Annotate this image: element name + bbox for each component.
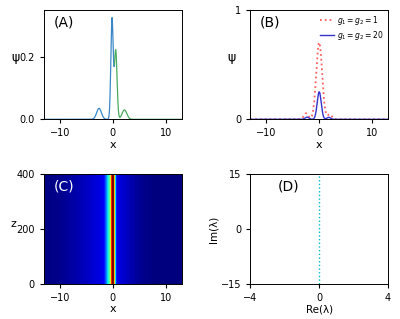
Y-axis label: ψ: ψ — [227, 51, 235, 64]
$g_1=g_2=1$ — [382, 117, 386, 121]
Text: (C): (C) — [54, 180, 74, 194]
$g_1=g_2=20$ — [315, 100, 320, 104]
$g_1=g_2=1$ — [386, 117, 390, 121]
Text: (B): (B) — [260, 15, 280, 29]
X-axis label: Re(λ): Re(λ) — [306, 304, 333, 314]
Y-axis label: z: z — [11, 219, 17, 229]
$g_1=g_2=20$ — [317, 90, 322, 94]
Y-axis label: Im(λ): Im(λ) — [208, 215, 218, 243]
$g_1=g_2=1$ — [311, 105, 316, 109]
$g_1=g_2=1$ — [255, 117, 260, 121]
Text: (D): (D) — [278, 180, 300, 194]
X-axis label: x: x — [110, 140, 116, 150]
Line: $g_1=g_2=1$: $g_1=g_2=1$ — [250, 42, 388, 119]
Legend: $g_1=g_2=1$, $g_1=g_2=20$: $g_1=g_2=1$, $g_1=g_2=20$ — [320, 13, 384, 42]
Line: $g_1=g_2=20$: $g_1=g_2=20$ — [250, 92, 388, 119]
Text: (A): (A) — [54, 15, 74, 29]
$g_1=g_2=1$ — [317, 41, 322, 44]
$g_1=g_2=20$ — [382, 117, 386, 121]
X-axis label: x: x — [316, 140, 322, 150]
$g_1=g_2=20$ — [255, 117, 260, 121]
$g_1=g_2=20$ — [386, 117, 390, 121]
$g_1=g_2=1$ — [315, 55, 320, 59]
$g_1=g_2=20$ — [356, 117, 361, 121]
X-axis label: x: x — [110, 304, 116, 314]
$g_1=g_2=1$ — [382, 117, 386, 121]
$g_1=g_2=1$ — [248, 117, 253, 121]
Y-axis label: ψ: ψ — [11, 51, 20, 64]
$g_1=g_2=20$ — [311, 117, 316, 121]
$g_1=g_2=1$ — [356, 117, 361, 121]
$g_1=g_2=20$ — [382, 117, 386, 121]
$g_1=g_2=20$ — [248, 117, 253, 121]
